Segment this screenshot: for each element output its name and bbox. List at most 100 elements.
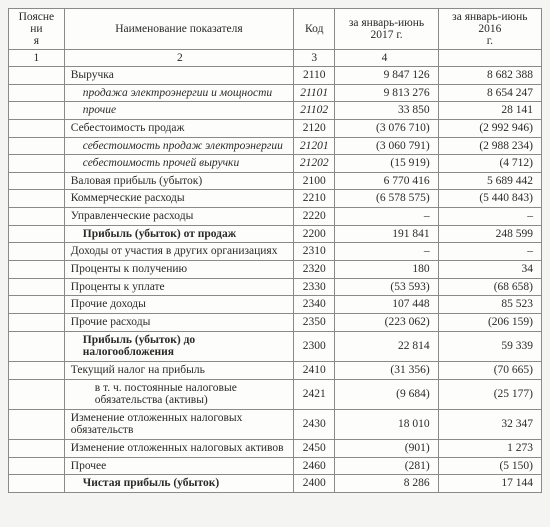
- header-explain: Пояснения: [9, 9, 65, 50]
- cell-value-2017: 191 841: [335, 225, 438, 243]
- header-code: Код: [294, 9, 335, 50]
- cell-code: 2450: [294, 440, 335, 458]
- cell-code: 2410: [294, 361, 335, 379]
- cell-name: Изменение отложенных налоговых активов: [64, 440, 293, 458]
- cell-name: Прочие доходы: [64, 296, 293, 314]
- table-row: Прибыль (убыток) до налогообложения23002…: [9, 331, 542, 361]
- cell-code: 2300: [294, 331, 335, 361]
- financial-table: Пояснения Наименование показателя Код за…: [8, 8, 542, 493]
- cell-value-2016: 59 339: [438, 331, 541, 361]
- cell-name: Прочие расходы: [64, 313, 293, 331]
- cell-name: Управленческие расходы: [64, 208, 293, 226]
- cell-value-2016: (5 150): [438, 457, 541, 475]
- cell-name: Коммерческие расходы: [64, 190, 293, 208]
- table-row: Прибыль (убыток) от продаж2200191 841248…: [9, 225, 542, 243]
- column-number-row: 1 2 3 4: [9, 50, 542, 67]
- table-row: Изменение отложенных налоговых активов24…: [9, 440, 542, 458]
- table-row: продажа электроэнергии и мощности211019 …: [9, 84, 542, 102]
- cell-value-2016: (2 992 946): [438, 119, 541, 137]
- cell-value-2017: (281): [335, 457, 438, 475]
- cell-explain: [9, 457, 65, 475]
- cell-value-2016: 85 523: [438, 296, 541, 314]
- cell-code: 2330: [294, 278, 335, 296]
- table-row: Валовая прибыль (убыток)21006 770 4165 6…: [9, 172, 542, 190]
- cell-code: 2210: [294, 190, 335, 208]
- table-row: Управленческие расходы2220––: [9, 208, 542, 226]
- cell-code: 2120: [294, 119, 335, 137]
- cell-value-2016: 8 682 388: [438, 67, 541, 85]
- cell-name: Изменение отложенных налоговых обязатель…: [64, 409, 293, 439]
- cell-value-2017: (31 356): [335, 361, 438, 379]
- cell-value-2017: (15 919): [335, 155, 438, 173]
- cell-explain: [9, 475, 65, 493]
- cell-code: 2310: [294, 243, 335, 261]
- cell-value-2016: 248 599: [438, 225, 541, 243]
- cell-name: себестоимость прочей выручки: [64, 155, 293, 173]
- header-name: Наименование показателя: [64, 9, 293, 50]
- cell-value-2017: 8 286: [335, 475, 438, 493]
- cell-explain: [9, 208, 65, 226]
- cell-value-2017: 33 850: [335, 102, 438, 120]
- cell-value-2016: 28 141: [438, 102, 541, 120]
- table-row: Изменение отложенных налоговых обязатель…: [9, 409, 542, 439]
- cell-explain: [9, 278, 65, 296]
- cell-name: Чистая прибыль (убыток): [64, 475, 293, 493]
- table-row: Проценты к получению232018034: [9, 261, 542, 279]
- table-row: Прочие расходы2350(223 062)(206 159): [9, 313, 542, 331]
- table-row: в т. ч. постоянные налоговые обязательст…: [9, 379, 542, 409]
- cell-explain: [9, 67, 65, 85]
- cell-explain: [9, 440, 65, 458]
- cell-code: 2110: [294, 67, 335, 85]
- cell-value-2016: 1 273: [438, 440, 541, 458]
- cell-value-2016: (68 658): [438, 278, 541, 296]
- cell-value-2017: (9 684): [335, 379, 438, 409]
- colnum-4: 4: [335, 50, 438, 67]
- cell-value-2016: (2 988 234): [438, 137, 541, 155]
- cell-value-2016: (70 665): [438, 361, 541, 379]
- cell-code: 2400: [294, 475, 335, 493]
- table-row: Доходы от участия в других организациях2…: [9, 243, 542, 261]
- cell-value-2017: 9 847 126: [335, 67, 438, 85]
- cell-value-2016: 32 347: [438, 409, 541, 439]
- cell-name: Проценты к уплате: [64, 278, 293, 296]
- table-row: прочие2110233 85028 141: [9, 102, 542, 120]
- cell-value-2017: (6 578 575): [335, 190, 438, 208]
- cell-code: 2200: [294, 225, 335, 243]
- cell-name: Выручка: [64, 67, 293, 85]
- cell-explain: [9, 190, 65, 208]
- cell-value-2016: (5 440 843): [438, 190, 541, 208]
- cell-explain: [9, 243, 65, 261]
- cell-code: 2430: [294, 409, 335, 439]
- table-row: Текущий налог на прибыль2410(31 356)(70 …: [9, 361, 542, 379]
- cell-value-2017: 9 813 276: [335, 84, 438, 102]
- cell-code: 21102: [294, 102, 335, 120]
- cell-name: Прочее: [64, 457, 293, 475]
- cell-code: 2421: [294, 379, 335, 409]
- cell-explain: [9, 119, 65, 137]
- cell-value-2016: 8 654 247: [438, 84, 541, 102]
- cell-name: Прибыль (убыток) до налогообложения: [64, 331, 293, 361]
- table-row: себестоимость прочей выручки21202(15 919…: [9, 155, 542, 173]
- cell-name: Валовая прибыль (убыток): [64, 172, 293, 190]
- cell-explain: [9, 361, 65, 379]
- header-row: Пояснения Наименование показателя Код за…: [9, 9, 542, 50]
- cell-explain: [9, 84, 65, 102]
- cell-name: Текущий налог на прибыль: [64, 361, 293, 379]
- cell-value-2017: (3 076 710): [335, 119, 438, 137]
- cell-code: 2460: [294, 457, 335, 475]
- table-row: Проценты к уплате2330(53 593)(68 658): [9, 278, 542, 296]
- cell-code: 2350: [294, 313, 335, 331]
- cell-value-2016: –: [438, 208, 541, 226]
- cell-name: Проценты к получению: [64, 261, 293, 279]
- cell-code: 21201: [294, 137, 335, 155]
- cell-name: в т. ч. постоянные налоговые обязательст…: [64, 379, 293, 409]
- cell-value-2016: –: [438, 243, 541, 261]
- table-row: Прочие доходы2340107 44885 523: [9, 296, 542, 314]
- cell-code: 21202: [294, 155, 335, 173]
- cell-value-2016: 17 144: [438, 475, 541, 493]
- cell-explain: [9, 172, 65, 190]
- cell-value-2017: 107 448: [335, 296, 438, 314]
- cell-explain: [9, 409, 65, 439]
- cell-value-2017: 180: [335, 261, 438, 279]
- cell-value-2017: –: [335, 208, 438, 226]
